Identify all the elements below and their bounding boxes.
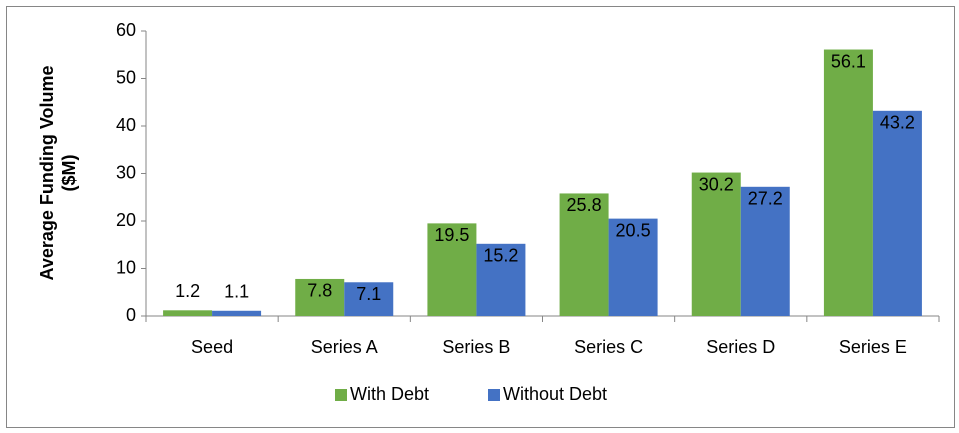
- x-tick-label: Series E: [839, 337, 907, 357]
- data-label: 56.1: [831, 51, 866, 71]
- data-label: 1.1: [224, 282, 249, 302]
- y-axis-label: Average Funding Volume: [37, 65, 57, 280]
- data-label: 19.5: [434, 225, 469, 245]
- bar: [691, 172, 741, 316]
- x-tick-label: Series C: [574, 337, 643, 357]
- y-tick-label: 20: [116, 210, 136, 230]
- y-tick-label: 10: [116, 257, 136, 277]
- bar: [212, 310, 262, 316]
- y-tick-label: 60: [116, 20, 136, 40]
- data-label: 1.2: [175, 281, 200, 301]
- x-tick-label: Series B: [442, 337, 510, 357]
- bar: [163, 310, 213, 316]
- y-tick-label: 50: [116, 67, 136, 87]
- y-tick-label: 30: [116, 162, 136, 182]
- legend-swatch: [488, 389, 500, 401]
- bar: [872, 110, 922, 316]
- bar: [559, 193, 609, 316]
- chart-border: [6, 6, 955, 428]
- data-label: 43.2: [880, 113, 915, 133]
- bar: [608, 218, 658, 316]
- y-tick-label: 40: [116, 115, 136, 135]
- bar: [740, 186, 790, 316]
- legend-label: Without Debt: [503, 384, 607, 404]
- data-label: 27.2: [748, 189, 783, 209]
- data-label: 15.2: [483, 246, 518, 266]
- x-tick-label: Series A: [311, 337, 378, 357]
- bar: [427, 223, 477, 316]
- legend-swatch: [335, 389, 347, 401]
- data-label: 25.8: [567, 195, 602, 215]
- data-label: 30.2: [699, 174, 734, 194]
- x-tick-label: Seed: [191, 337, 233, 357]
- legend-label: With Debt: [350, 384, 429, 404]
- data-label: 7.8: [307, 281, 332, 301]
- bar: [823, 49, 873, 317]
- y-axis-label: ($M): [59, 155, 79, 192]
- bar: [344, 282, 394, 316]
- bar: [476, 243, 526, 316]
- y-tick-label: 0: [126, 305, 136, 325]
- x-tick-label: Series D: [706, 337, 775, 357]
- data-label: 7.1: [356, 284, 381, 304]
- data-label: 20.5: [616, 220, 651, 240]
- bar: [295, 278, 345, 316]
